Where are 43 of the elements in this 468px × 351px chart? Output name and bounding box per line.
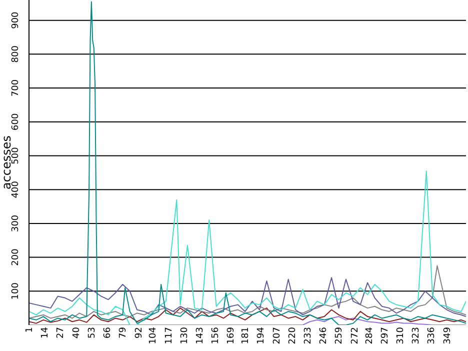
x-tick-label: 1 [25, 327, 35, 333]
x-tick-label: 323 [412, 327, 422, 344]
x-tick-label: 310 [396, 326, 406, 344]
x-tick-label: 181 [241, 327, 252, 344]
x-tick-label: 259 [334, 326, 345, 344]
x-tick-label: 14 [40, 326, 51, 338]
x-tick-label: 233 [304, 327, 314, 344]
x-tick-label: 207 [272, 327, 282, 344]
x-tick-label: 40 [72, 326, 82, 338]
y-tick-label: 600 [11, 113, 21, 130]
x-tick-label: 130 [180, 326, 190, 344]
x-tick-label: 272 [350, 327, 360, 344]
x-tick-label: 246 [319, 326, 330, 344]
x-tick-label: 53 [87, 327, 98, 338]
x-tick-label: 117 [164, 327, 174, 344]
x-tick-label: 143 [195, 327, 206, 344]
x-tick-label: 79 [118, 326, 129, 338]
x-tick-label: 92 [134, 327, 144, 338]
y-tick-label: 100 [11, 282, 21, 300]
x-tick-label: 104 [148, 326, 159, 344]
line-series [29, 316, 466, 325]
line-series [29, 170, 466, 325]
x-tick-label: 66 [103, 326, 114, 338]
y-tick-label: 700 [11, 79, 21, 97]
line-series [29, 1, 466, 325]
y-tick-label: 200 [11, 248, 21, 266]
line-series [29, 277, 466, 318]
y-tick-label: 300 [11, 214, 21, 232]
line-series [29, 265, 466, 319]
x-tick-label: 336 [427, 326, 438, 344]
y-tick-label: 500 [11, 146, 21, 164]
y-tick-label: 800 [11, 45, 21, 63]
line-series [29, 308, 466, 324]
x-tick-label: 169 [226, 326, 237, 344]
x-tick-label: 297 [380, 327, 390, 344]
x-tick-label: 284 [364, 326, 375, 344]
x-tick-label: 349 [442, 326, 453, 344]
y-tick-label: 400 [11, 180, 21, 198]
y-tick-label: 900 [11, 11, 21, 29]
x-tick-label: 156 [211, 326, 222, 344]
x-tick-label: 220 [288, 326, 298, 344]
x-tick-label: 194 [256, 326, 267, 344]
x-tick-label: 27 [56, 327, 66, 338]
